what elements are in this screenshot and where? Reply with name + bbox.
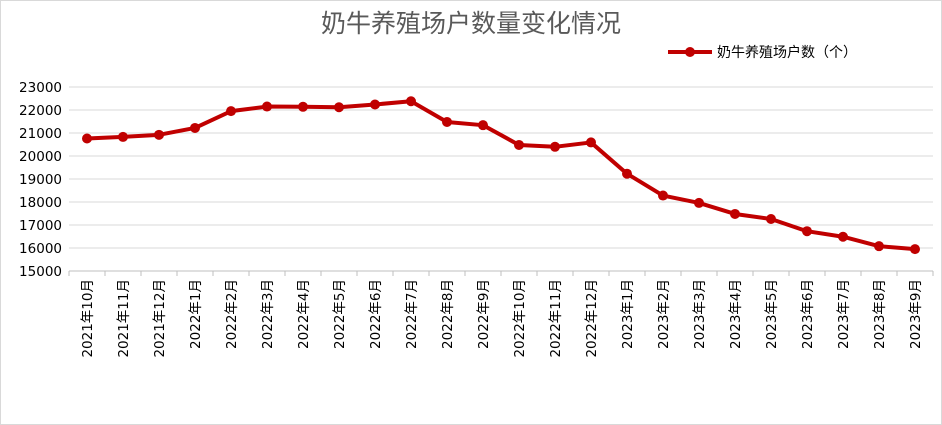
legend-point-marker (685, 47, 695, 57)
x-tick-label: 2022年6月 (368, 279, 384, 349)
data-point (262, 101, 272, 112)
x-tick-label: 2022年8月 (440, 279, 456, 349)
legend: 奶牛养殖场户数（个） (668, 44, 857, 61)
axes: 15000 16000 17000 18000 19000 20000 21000 22000… (19, 80, 934, 358)
x-tick-label: 2022年11月 (548, 279, 564, 358)
data-point (370, 99, 380, 110)
y-tick-label: 19000 (19, 172, 62, 188)
x-tick-label: 2023年3月 (692, 279, 708, 349)
x-tick-label: 2022年3月 (260, 279, 276, 349)
series-line (85, 99, 917, 252)
data-point (694, 197, 704, 208)
y-tick-label: 15000 (19, 264, 62, 280)
data-point (334, 102, 344, 113)
x-tick-label: 2023年4月 (728, 279, 744, 349)
y-tick-label: 21000 (19, 126, 62, 142)
y-tick-label: 18000 (19, 195, 62, 211)
data-point (154, 129, 164, 140)
x-tick-label: 2022年5月 (332, 279, 348, 349)
data-point (802, 226, 812, 237)
x-tick-label: 2022年12月 (584, 279, 600, 358)
x-tick-label: 2022年10月 (512, 279, 528, 358)
x-tick-label: 2022年7月 (404, 279, 420, 349)
x-tick-label: 2023年8月 (872, 279, 888, 349)
legend-label: 奶牛养殖场户数（个） (717, 44, 857, 61)
chart-title: 奶牛养殖场户数量变化情况 (321, 9, 621, 38)
data-point (406, 96, 416, 107)
data-point (658, 190, 668, 201)
data-point (730, 208, 740, 219)
series-layer (82, 96, 920, 255)
data-point (586, 137, 596, 148)
x-tick-label: 2022年4月 (296, 279, 312, 349)
x-tick-label: 2023年1月 (620, 279, 636, 349)
x-tick-label: 2023年2月 (656, 279, 672, 349)
data-point (766, 214, 776, 225)
gridlines (69, 86, 933, 249)
data-point (478, 120, 488, 131)
x-tick-label: 2023年7月 (836, 279, 852, 349)
y-tick-label: 20000 (19, 149, 62, 165)
data-point (874, 241, 884, 252)
data-point (550, 141, 560, 152)
x-tick-label: 2023年9月 (908, 279, 924, 349)
data-point (622, 168, 632, 179)
data-point (514, 139, 524, 150)
data-point (226, 106, 236, 117)
x-tick-label: 2021年10月 (80, 279, 96, 358)
x-tick-label: 2021年11月 (116, 279, 132, 358)
x-tick-label: 2023年6月 (800, 279, 816, 349)
y-tick-label: 16000 (19, 241, 62, 257)
data-point (82, 133, 92, 144)
x-tick-label: 2023年5月 (764, 279, 780, 349)
x-tick-label: 2021年12月 (152, 279, 168, 358)
data-point (910, 244, 920, 255)
x-tick-label: 2022年9月 (476, 279, 492, 349)
y-tick-label: 22000 (19, 103, 62, 119)
x-tick-label: 2022年2月 (224, 279, 240, 349)
x-tick-label: 2022年1月 (188, 279, 204, 349)
data-point (442, 116, 452, 127)
y-tick-label: 17000 (19, 218, 62, 234)
data-point (118, 131, 128, 142)
data-point (298, 101, 308, 112)
data-point (190, 122, 200, 133)
y-tick-label: 23000 (19, 80, 62, 96)
data-point (838, 231, 848, 242)
